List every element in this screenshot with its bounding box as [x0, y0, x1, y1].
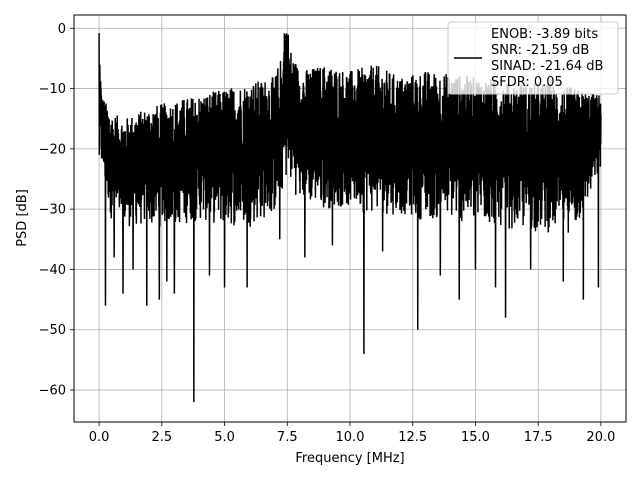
y-tick-label: −20	[39, 142, 66, 157]
legend-entry-enob: ENOB: -3.89 bits	[491, 27, 598, 42]
y-tick-label: 0	[58, 22, 66, 37]
legend-entry-sfdr: SFDR: 0.05	[491, 75, 563, 90]
y-axis-label: PSD [dB]	[15, 189, 30, 247]
legend-box	[447, 21, 619, 95]
x-tick-label: 20.0	[586, 430, 615, 445]
y-tick-label: −30	[39, 203, 66, 218]
legend: ENOB: -3.89 bits SNR: -21.59 dB SINAD: -…	[447, 21, 619, 95]
x-tick-label: 17.5	[524, 430, 553, 445]
y-tick-label: −60	[39, 384, 66, 399]
x-tick-label: 7.5	[277, 430, 298, 445]
x-tick-label: 12.5	[398, 430, 427, 445]
psd-series-line	[98, 33, 602, 403]
y-axis-ticks: 0 −10 −20 −30 −40 −50 −60	[39, 22, 74, 399]
x-tick-label: 15.0	[461, 430, 490, 445]
legend-entry-sinad: SINAD: -21.64 dB	[491, 59, 603, 74]
y-tick-label: −40	[39, 263, 66, 278]
x-tick-label: 0.0	[89, 430, 110, 445]
y-tick-label: −10	[39, 82, 66, 97]
legend-entry-snr: SNR: -21.59 dB	[491, 43, 589, 58]
x-axis-label: Frequency [MHz]	[295, 451, 404, 466]
x-axis-ticks: 0.0 2.5 5.0 7.5 10.0 12.5 15.0 17.5 20.0	[89, 422, 615, 445]
x-tick-label: 2.5	[151, 430, 172, 445]
x-tick-label: 10.0	[336, 430, 365, 445]
x-tick-label: 5.0	[214, 430, 235, 445]
y-tick-label: −50	[39, 323, 66, 338]
